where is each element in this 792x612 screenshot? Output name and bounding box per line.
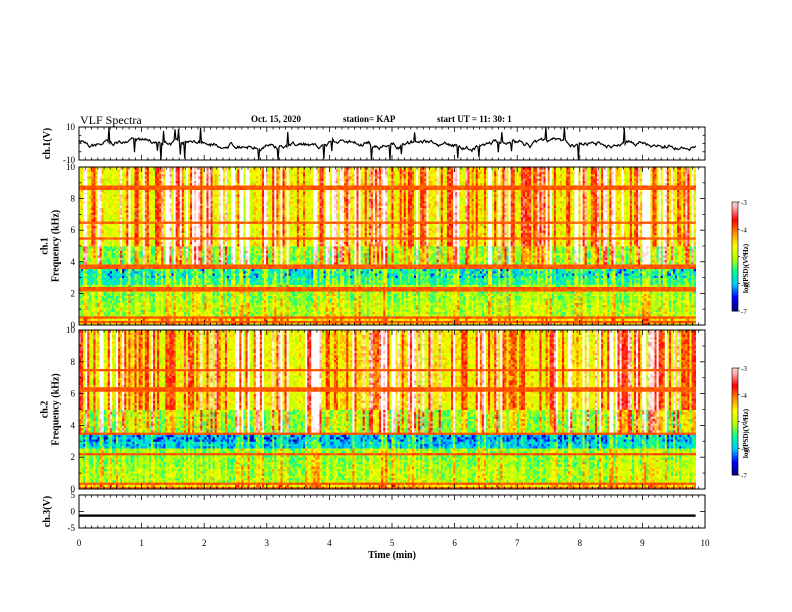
ch2-spectrogram-colorbar bbox=[731, 367, 739, 476]
ch2-spectrogram-cbtick-2: -5 bbox=[741, 419, 747, 427]
ch1-waveform-ylabel-0: ch.1(V) bbox=[42, 128, 53, 159]
ch3-waveform-xtick-7: 7 bbox=[515, 538, 520, 548]
ch2-spectrogram-ytick-4: 8 bbox=[71, 357, 76, 367]
ch1-spectrogram-image bbox=[79, 167, 697, 326]
ch3-waveform-xtick-10: 10 bbox=[701, 538, 711, 548]
station-label: station= KAP bbox=[343, 114, 395, 124]
ch3-waveform-ytick-2: -5 bbox=[68, 523, 76, 533]
ch2-spectrogram-cblabel: log(PSD)(V²/Hz) bbox=[742, 408, 750, 458]
ch3-waveform-xtick-1: 1 bbox=[139, 538, 144, 548]
ch3-waveform-xtick-4: 4 bbox=[327, 538, 332, 548]
ch3-waveform-xtick-2: 2 bbox=[202, 538, 207, 548]
ch1-waveform-trace bbox=[78, 126, 697, 161]
ch2-spectrogram-cbtick-1: -4 bbox=[741, 392, 747, 400]
ch3-waveform-ytick-1: 0 bbox=[71, 507, 76, 517]
x-axis-label: Time (min) bbox=[368, 550, 416, 561]
date-label: Oct. 15, 2020 bbox=[251, 114, 301, 124]
ch1-spectrogram-ytick-4: 8 bbox=[71, 194, 76, 204]
ch1-spectrogram-ytick-1: 2 bbox=[71, 288, 76, 298]
ch1-spectrogram-ytick-2: 4 bbox=[71, 257, 76, 267]
ch2-spectrogram-ytick-1: 2 bbox=[71, 452, 76, 462]
ch3-waveform-ylabel-0: ch.3(V) bbox=[42, 496, 53, 527]
ch3-waveform-xtick-3: 3 bbox=[265, 538, 270, 548]
ch2-spectrogram-cbtick-4: -7 bbox=[741, 472, 747, 480]
ch2-spectrogram-ytick-2: 4 bbox=[71, 420, 76, 430]
ch1-spectrogram-cbtick-1: -4 bbox=[741, 226, 747, 234]
ch3-waveform-ytick-0: 5 bbox=[71, 490, 76, 500]
ch1-spectrogram-cbtick-3: -6 bbox=[741, 281, 747, 289]
ch1-waveform-ytick-0: 10 bbox=[66, 122, 76, 132]
ch2-spectrogram-cbtick-3: -6 bbox=[741, 445, 747, 453]
chart-title: VLF Spectra bbox=[80, 113, 142, 128]
ch3-waveform-xtick-6: 6 bbox=[452, 538, 457, 548]
ch3-waveform-xtick-5: 5 bbox=[390, 538, 395, 548]
ch2-spectrogram-ytick-3: 6 bbox=[71, 389, 76, 399]
ch1-spectrogram-cbtick-0: -3 bbox=[741, 199, 747, 207]
ch1-spectrogram-ytick-3: 6 bbox=[71, 225, 76, 235]
ch1-spectrogram-cbtick-4: -7 bbox=[741, 308, 747, 316]
ch1-spectrogram-colorbar bbox=[731, 201, 739, 312]
ch1-spectrogram-ytick-0: 0 bbox=[71, 320, 76, 330]
ch2-spectrogram-ytick-5: 10 bbox=[66, 325, 76, 335]
ch3-waveform-xtick-9: 9 bbox=[640, 538, 645, 548]
ch2-spectrogram-ylabel-0: ch.2 bbox=[40, 401, 51, 419]
ch3-waveform-trace bbox=[79, 514, 696, 517]
ch1-waveform-ytick-1: -10 bbox=[63, 155, 75, 165]
ch1-spectrogram-ytick-5: 10 bbox=[66, 162, 76, 172]
ch1-spectrogram-ylabel-1: Frequency (kHz) bbox=[51, 210, 62, 282]
ch3-waveform-xtick-8: 8 bbox=[578, 538, 583, 548]
ch3-waveform-xtick-0: 0 bbox=[77, 538, 82, 548]
ch1-spectrogram-ylabel-0: ch.1 bbox=[40, 237, 51, 255]
ch2-spectrogram-image bbox=[79, 330, 697, 490]
ch2-spectrogram-cbtick-0: -3 bbox=[741, 365, 747, 373]
ch2-spectrogram-ytick-0: 0 bbox=[71, 484, 76, 494]
ch1-spectrogram-cblabel: log(PSD)(V²/Hz) bbox=[742, 243, 750, 293]
start-time-label: start UT = 11: 30: 1 bbox=[437, 114, 512, 124]
ch2-spectrogram-ylabel-1: Frequency (kHz) bbox=[51, 373, 62, 445]
ch1-spectrogram-cbtick-2: -5 bbox=[741, 254, 747, 262]
